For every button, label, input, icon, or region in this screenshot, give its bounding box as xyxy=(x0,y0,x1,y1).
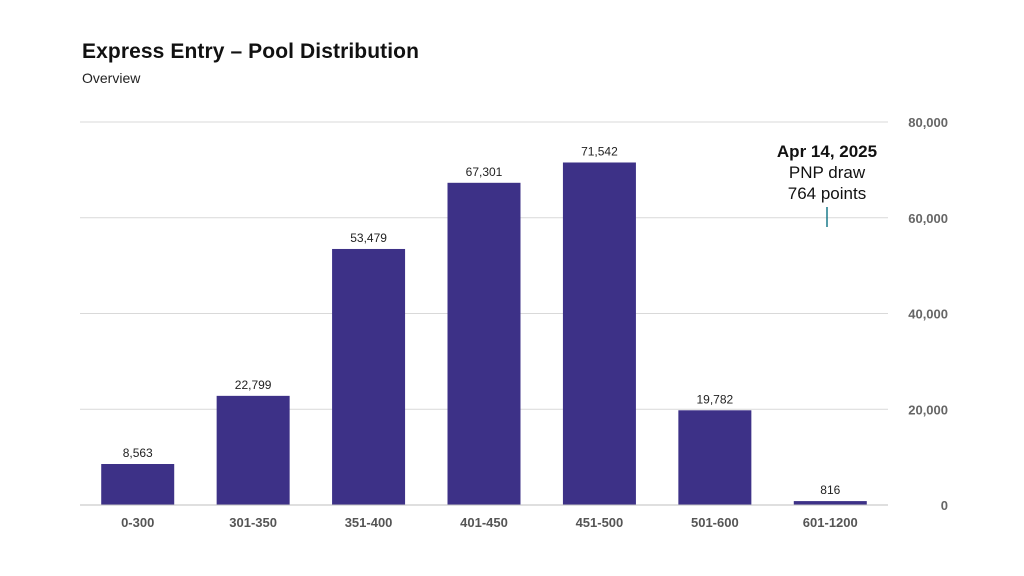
x-tick-label: 601-1200 xyxy=(803,515,858,530)
chart-title: Express Entry – Pool Distribution xyxy=(82,40,420,63)
annotation: Apr 14, 2025 PNP draw 764 points xyxy=(760,141,894,204)
x-tick-label: 301-350 xyxy=(229,515,277,530)
data-label: 8,563 xyxy=(123,446,153,460)
y-tick-label: 20,000 xyxy=(908,402,948,417)
chart-subtitle: Overview xyxy=(82,70,141,86)
x-tick-label: 0-300 xyxy=(121,515,154,530)
x-tick-label: 401-450 xyxy=(460,515,508,530)
x-tick-label: 501-600 xyxy=(691,515,739,530)
bar xyxy=(678,410,752,505)
y-tick-label: 0 xyxy=(941,498,948,513)
data-label: 53,479 xyxy=(350,231,387,245)
y-tick-label: 60,000 xyxy=(908,211,948,226)
bar xyxy=(793,501,867,505)
bar xyxy=(562,162,636,505)
bar xyxy=(447,182,521,506)
data-label: 816 xyxy=(820,483,840,497)
x-tick-label: 351-400 xyxy=(345,515,393,530)
data-label: 67,301 xyxy=(466,165,503,179)
annotation-draw-type: PNP draw xyxy=(788,163,866,182)
data-label: 19,782 xyxy=(697,392,734,406)
bar xyxy=(332,248,406,505)
bar xyxy=(216,395,290,505)
annotation-date: Apr 14, 2025 xyxy=(776,142,878,161)
x-tick-label: 451-500 xyxy=(576,515,624,530)
data-label: 22,799 xyxy=(235,378,272,392)
annotation-points: 764 points xyxy=(787,184,867,203)
y-tick-label: 40,000 xyxy=(908,307,948,322)
data-label: 71,542 xyxy=(581,144,618,158)
y-tick-label: 80,000 xyxy=(908,115,948,130)
bar xyxy=(101,464,175,505)
